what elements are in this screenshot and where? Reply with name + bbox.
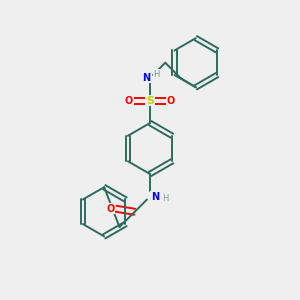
Text: O: O — [167, 95, 175, 106]
Text: O: O — [125, 95, 133, 106]
Text: N: N — [142, 73, 151, 83]
Text: O: O — [106, 204, 115, 214]
Text: S: S — [146, 95, 154, 106]
Text: H: H — [153, 70, 160, 79]
Text: N: N — [151, 191, 159, 202]
Text: H: H — [162, 194, 168, 203]
